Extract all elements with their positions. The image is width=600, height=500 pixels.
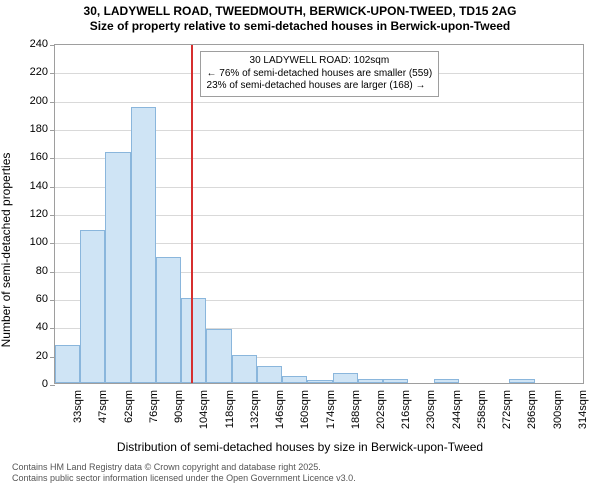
x-tick-label: 202sqm: [375, 390, 387, 450]
histogram-figure: 30, LADYWELL ROAD, TWEEDMOUTH, BERWICK-U…: [0, 0, 600, 500]
x-tick-label: 244sqm: [451, 390, 463, 450]
y-tick-mark: [50, 130, 55, 131]
x-tick-label: 146sqm: [274, 390, 286, 450]
y-tick-mark: [50, 328, 55, 329]
histogram-bar: [282, 376, 307, 383]
histogram-bar: [55, 345, 80, 383]
histogram-bar: [358, 379, 383, 383]
annotation-line-1: 30 LADYWELL ROAD: 102sqm: [207, 55, 433, 68]
x-tick-label: 314sqm: [577, 390, 589, 450]
reference-line: [191, 45, 193, 383]
y-tick-label: 160: [18, 151, 48, 163]
x-tick-label: 62sqm: [123, 390, 135, 450]
y-tick-label: 220: [18, 66, 48, 78]
y-tick-label: 0: [18, 378, 48, 390]
histogram-bar: [383, 379, 408, 383]
histogram-bar: [80, 230, 105, 383]
histogram-bar: [105, 152, 130, 383]
histogram-bar: [181, 298, 206, 383]
y-tick-mark: [50, 385, 55, 386]
histogram-bar: [307, 380, 332, 383]
x-tick-label: 104sqm: [198, 390, 210, 450]
x-tick-label: 118sqm: [224, 390, 236, 450]
histogram-bar: [434, 379, 459, 383]
x-tick-label: 76sqm: [148, 390, 160, 450]
histogram-bar: [232, 355, 257, 383]
x-tick-label: 47sqm: [97, 390, 109, 450]
histogram-bar: [206, 329, 231, 383]
histogram-bar: [509, 379, 534, 383]
x-tick-label: 216sqm: [400, 390, 412, 450]
x-tick-label: 90sqm: [173, 390, 185, 450]
x-tick-label: 33sqm: [72, 390, 84, 450]
grid-line: [55, 102, 583, 103]
y-tick-label: 40: [18, 321, 48, 333]
x-tick-label: 132sqm: [249, 390, 261, 450]
y-tick-mark: [50, 102, 55, 103]
x-tick-label: 174sqm: [325, 390, 337, 450]
y-tick-mark: [50, 158, 55, 159]
plot-area: 30 LADYWELL ROAD: 102sqm ← 76% of semi-d…: [54, 44, 584, 384]
x-tick-label: 230sqm: [425, 390, 437, 450]
x-tick-label: 272sqm: [501, 390, 513, 450]
footnote-line-1: Contains HM Land Registry data © Crown c…: [12, 462, 356, 473]
title-line-2: Size of property relative to semi-detach…: [0, 19, 600, 34]
y-tick-mark: [50, 73, 55, 74]
y-tick-label: 120: [18, 208, 48, 220]
footnote-line-2: Contains public sector information licen…: [12, 473, 356, 484]
y-tick-label: 100: [18, 236, 48, 248]
x-tick-label: 258sqm: [476, 390, 488, 450]
title-line-1: 30, LADYWELL ROAD, TWEEDMOUTH, BERWICK-U…: [0, 4, 600, 19]
y-tick-label: 80: [18, 265, 48, 277]
footnote: Contains HM Land Registry data © Crown c…: [12, 462, 356, 484]
y-tick-mark: [50, 187, 55, 188]
y-tick-label: 240: [18, 38, 48, 50]
x-tick-label: 286sqm: [526, 390, 538, 450]
annotation-line-2: ← 76% of semi-detached houses are smalle…: [207, 68, 433, 81]
x-tick-label: 160sqm: [299, 390, 311, 450]
y-tick-label: 60: [18, 293, 48, 305]
y-tick-label: 20: [18, 350, 48, 362]
histogram-bar: [257, 366, 282, 383]
y-tick-mark: [50, 272, 55, 273]
y-tick-mark: [50, 300, 55, 301]
x-tick-label: 300sqm: [552, 390, 564, 450]
x-tick-label: 188sqm: [350, 390, 362, 450]
histogram-bar: [156, 257, 181, 383]
chart-title: 30, LADYWELL ROAD, TWEEDMOUTH, BERWICK-U…: [0, 4, 600, 34]
y-tick-label: 200: [18, 95, 48, 107]
y-tick-label: 180: [18, 123, 48, 135]
y-tick-mark: [50, 215, 55, 216]
y-tick-label: 140: [18, 180, 48, 192]
histogram-bar: [131, 107, 156, 383]
y-tick-mark: [50, 243, 55, 244]
y-tick-mark: [50, 45, 55, 46]
annotation-box: 30 LADYWELL ROAD: 102sqm ← 76% of semi-d…: [200, 51, 440, 97]
annotation-line-3: 23% of semi-detached houses are larger (…: [207, 80, 433, 93]
y-axis-label: Number of semi-detached properties: [0, 153, 13, 348]
histogram-bar: [333, 373, 358, 383]
